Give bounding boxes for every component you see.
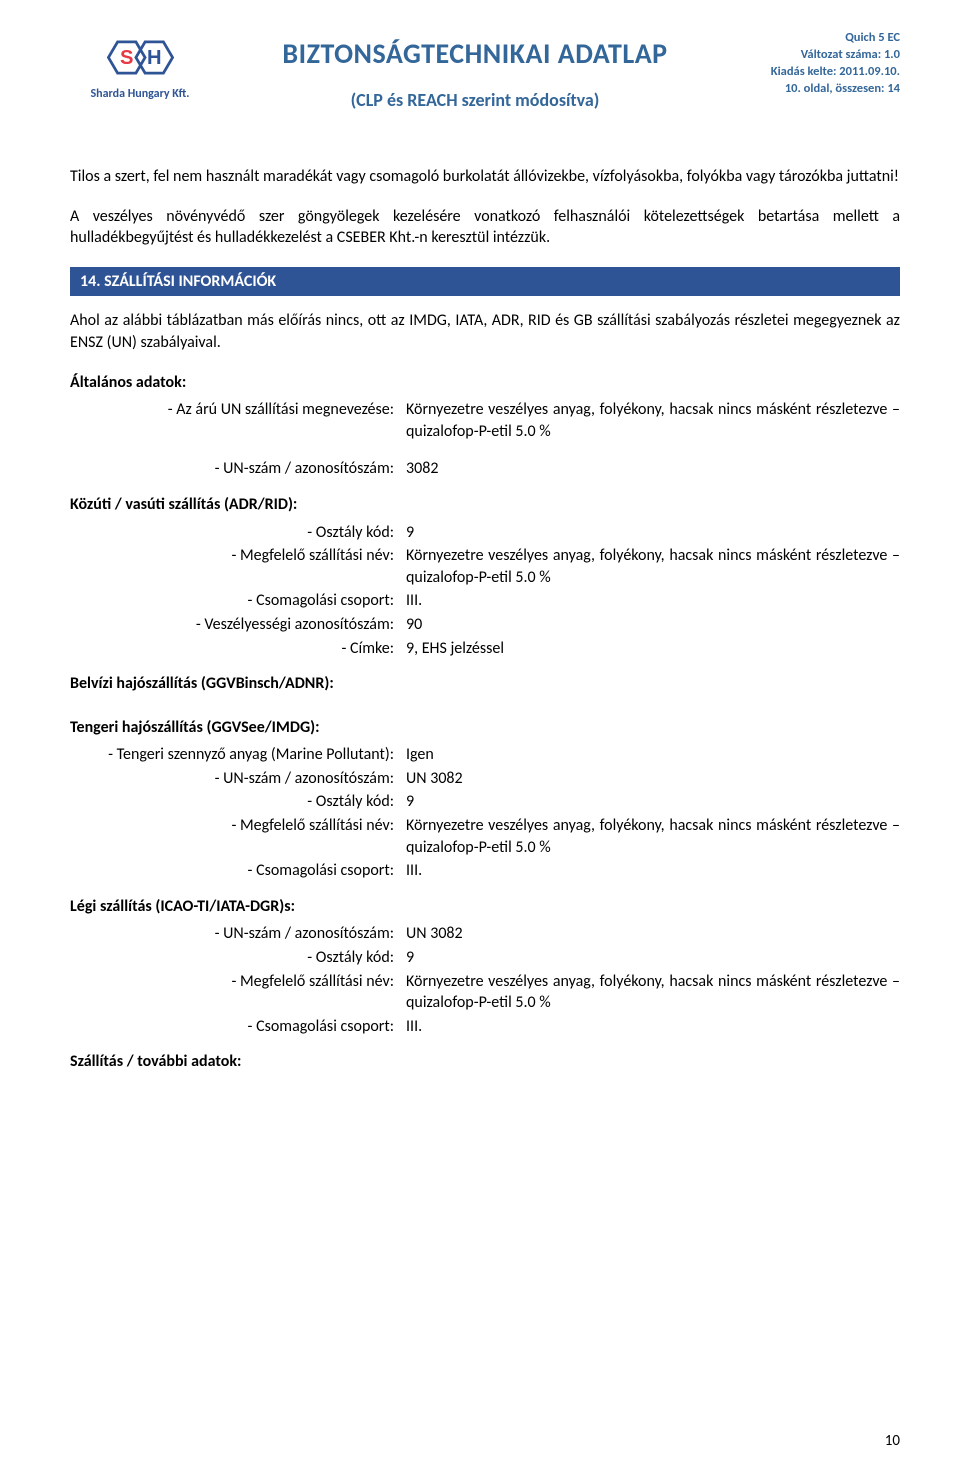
row-value: 9 <box>400 791 900 813</box>
row-value: Környezetre veszélyes anyag, folyékony, … <box>400 815 900 858</box>
meta-page: 10. oldal, összesen: 14 <box>740 81 900 98</box>
row-label: - Az árú UN szállítási megnevezése: <box>95 399 400 442</box>
meta-product: Quich 5 EC <box>740 30 900 47</box>
adr-title: Közúti / vasúti szállítás (ADR/RID): <box>70 494 900 516</box>
table-row: - Csomagolási csoport: III. <box>95 1016 900 1038</box>
section-14-bar: 14. SZÁLLÍTÁSI INFORMÁCIÓK <box>70 267 900 297</box>
row-label: - UN-szám / azonosítószám: <box>95 458 400 480</box>
row-label: - Tengeri szennyző anyag (Marine Polluta… <box>95 744 400 766</box>
row-label: - Megfelelő szállítási név: <box>95 545 400 588</box>
table-row: - Megfelelő szállítási név: Környezetre … <box>95 545 900 588</box>
paragraph-1: Tilos a szert, fel nem használt maradéká… <box>70 166 900 188</box>
table-row: - Osztály kód: 9 <box>95 791 900 813</box>
row-value: UN 3082 <box>400 923 900 945</box>
row-value: III. <box>400 1016 900 1038</box>
row-value: Környezetre veszélyes anyag, folyékony, … <box>400 971 900 1014</box>
general-rows: - Az árú UN szállítási megnevezése: Körn… <box>95 399 900 480</box>
row-label: - Megfelelő szállítási név: <box>95 971 400 1014</box>
meta-version: Változat száma: 1.0 <box>740 47 900 64</box>
table-row: - Megfelelő szállítási név: Környezetre … <box>95 815 900 858</box>
sea-title: Tengeri hajószállítás (GGVSee/IMDG): <box>70 717 900 739</box>
row-value: 9 <box>400 947 900 969</box>
row-label: - UN-szám / azonosítószám: <box>95 923 400 945</box>
table-row: - Címke: 9, EHS jelzéssel <box>95 638 900 660</box>
row-value: Igen <box>400 744 900 766</box>
row-label: - Csomagolási csoport: <box>95 1016 400 1038</box>
row-value: 90 <box>400 614 900 636</box>
row-label: - UN-szám / azonosítószám: <box>95 768 400 790</box>
row-label: - Csomagolási csoport: <box>95 590 400 612</box>
title-block: BIZTONSÁGTECHNIKAI ADATLAP (CLP és REACH… <box>210 30 740 111</box>
table-row: - Csomagolási csoport: III. <box>95 590 900 612</box>
air-title: Légi szállítás (ICAO-TI/IATA-DGR)s: <box>70 896 900 918</box>
meta-date: Kiadás kelte: 2011.09.10. <box>740 64 900 81</box>
table-row: - Csomagolási csoport: III. <box>95 860 900 882</box>
page-number: 10 <box>885 1432 900 1450</box>
company-logo-icon: S H <box>93 30 188 85</box>
row-value: III. <box>400 860 900 882</box>
company-name: Sharda Hungary Kft. <box>91 87 190 101</box>
row-value: Környezetre veszélyes anyag, folyékony, … <box>400 399 900 442</box>
row-label: - Osztály kód: <box>95 522 400 544</box>
row-label: - Osztály kód: <box>95 947 400 969</box>
section-intro: Ahol az alábbi táblázatban más előírás n… <box>70 310 900 353</box>
page-subtitle: (CLP és REACH szerint módosítva) <box>351 89 600 111</box>
sea-rows: - Tengeri szennyző anyag (Marine Polluta… <box>95 744 900 882</box>
inland-title: Belvízi hajószállítás (GGVBinsch/ADNR): <box>70 673 900 695</box>
adr-rows: - Osztály kód: 9 - Megfelelő szállítási … <box>95 522 900 660</box>
page-title: BIZTONSÁGTECHNIKAI ADATLAP <box>282 36 667 71</box>
table-row: - Osztály kód: 9 <box>95 522 900 544</box>
row-label: - Csomagolási csoport: <box>95 860 400 882</box>
row-value: 9 <box>400 522 900 544</box>
table-row: - Megfelelő szállítási név: Környezetre … <box>95 971 900 1014</box>
row-label: - Címke: <box>95 638 400 660</box>
paragraph-2: A veszélyes növényvédő szer göngyölegek … <box>70 206 900 249</box>
table-row: - Veszélyességi azonosítószám: 90 <box>95 614 900 636</box>
further-title: Szállítás / további adatok: <box>70 1051 900 1073</box>
page-header: S H Sharda Hungary Kft. BIZTONSÁGTECHNIK… <box>70 30 900 111</box>
row-label: - Veszélyességi azonosítószám: <box>95 614 400 636</box>
header-meta: Quich 5 EC Változat száma: 1.0 Kiadás ke… <box>740 30 900 98</box>
logo-block: S H Sharda Hungary Kft. <box>70 30 210 101</box>
row-value: 9, EHS jelzéssel <box>400 638 900 660</box>
row-value: III. <box>400 590 900 612</box>
row-value: UN 3082 <box>400 768 900 790</box>
table-row: - Tengeri szennyző anyag (Marine Polluta… <box>95 744 900 766</box>
row-label: - Osztály kód: <box>95 791 400 813</box>
row-value: 3082 <box>400 458 900 480</box>
air-rows: - UN-szám / azonosítószám: UN 3082 - Osz… <box>95 923 900 1037</box>
general-data-title: Általános adatok: <box>70 372 900 394</box>
svg-text:H: H <box>146 47 161 69</box>
svg-text:S: S <box>120 47 133 69</box>
table-row: - UN-szám / azonosítószám: UN 3082 <box>95 768 900 790</box>
table-row: - UN-szám / azonosítószám: 3082 <box>95 458 900 480</box>
row-label: - Megfelelő szállítási név: <box>95 815 400 858</box>
table-row: - Az árú UN szállítási megnevezése: Körn… <box>95 399 900 442</box>
row-value: Környezetre veszélyes anyag, folyékony, … <box>400 545 900 588</box>
body-content: Tilos a szert, fel nem használt maradéká… <box>70 166 900 1073</box>
table-row: - Osztály kód: 9 <box>95 947 900 969</box>
table-row: - UN-szám / azonosítószám: UN 3082 <box>95 923 900 945</box>
